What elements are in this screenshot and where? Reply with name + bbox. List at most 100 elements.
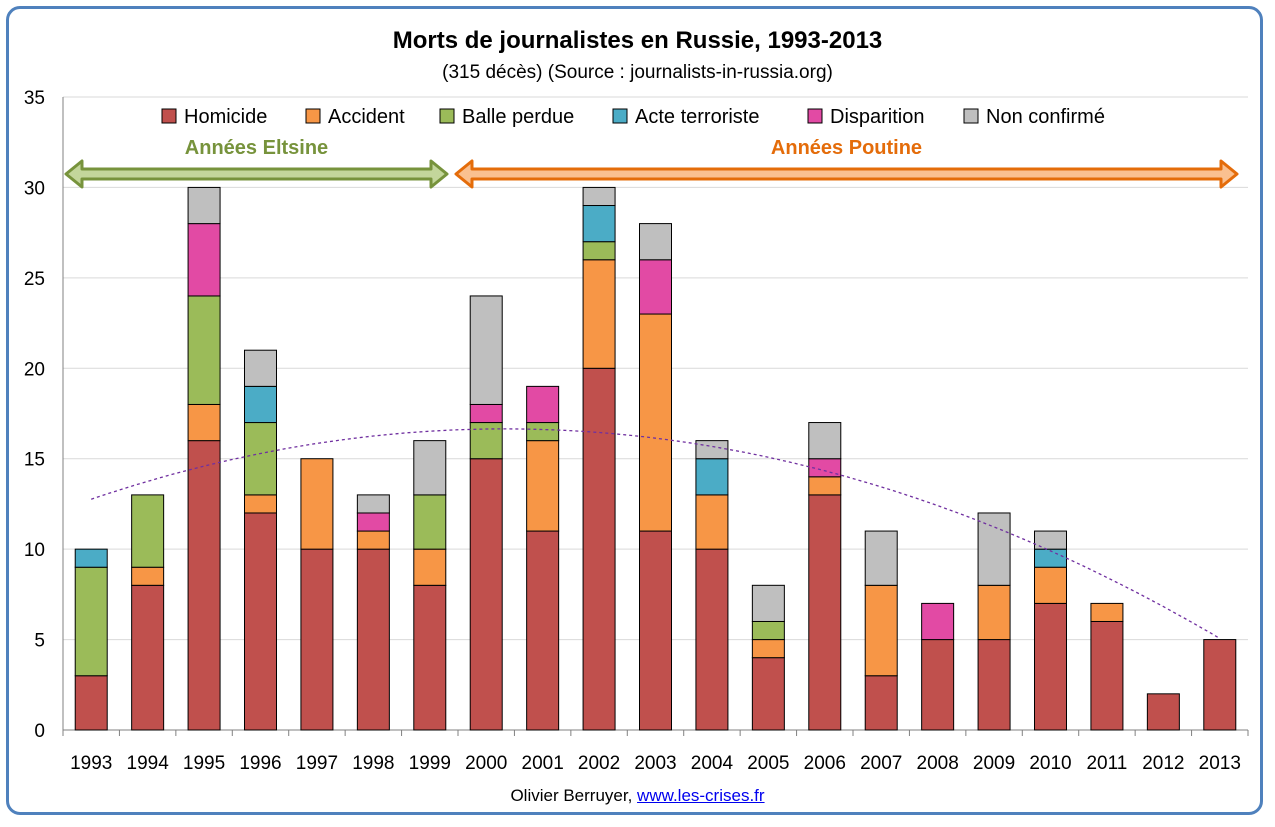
legend-label: Disparition bbox=[830, 106, 924, 128]
era-arrow bbox=[64, 159, 449, 189]
bar-non-confirmé bbox=[413, 440, 447, 496]
x-tick-label: 1993 bbox=[70, 753, 112, 774]
bar-accident bbox=[864, 584, 898, 677]
bar-homicide bbox=[1146, 693, 1180, 731]
trendline bbox=[90, 428, 1221, 639]
bar-non-confirmé bbox=[864, 530, 898, 586]
bar-non-confirmé bbox=[244, 349, 277, 387]
x-tick-label: 2003 bbox=[634, 753, 676, 774]
bar-accident bbox=[526, 440, 560, 532]
bar-homicide bbox=[1090, 620, 1124, 731]
bar-non-confirmé bbox=[695, 440, 729, 460]
y-tick-label: 20 bbox=[24, 359, 45, 380]
bar-non-confirmé bbox=[808, 422, 842, 460]
legend-label: Non confirmé bbox=[986, 106, 1105, 128]
x-tick-label: 1995 bbox=[183, 753, 225, 774]
bar-accident bbox=[1034, 566, 1067, 604]
bar-balle-perdue bbox=[74, 566, 108, 677]
bar-acte-terroriste bbox=[695, 458, 729, 496]
x-tick-label: 1996 bbox=[239, 753, 281, 774]
bar-balle-perdue bbox=[131, 494, 165, 568]
y-tick-label: 5 bbox=[34, 631, 45, 652]
bar-non-confirmé bbox=[469, 295, 503, 405]
bar-disparition bbox=[921, 602, 955, 641]
y-tick-label: 15 bbox=[24, 450, 45, 471]
bar-disparition bbox=[639, 259, 672, 315]
bar-homicide bbox=[1034, 602, 1067, 731]
bar-homicide bbox=[695, 548, 729, 731]
era-label: Années Poutine bbox=[771, 137, 922, 159]
x-tick-label: 1994 bbox=[127, 753, 170, 774]
legend-swatch bbox=[807, 108, 823, 124]
bar-acte-terroriste bbox=[582, 205, 616, 243]
bar-accident bbox=[244, 494, 277, 514]
bar-homicide bbox=[808, 494, 842, 731]
bar-disparition bbox=[469, 403, 503, 424]
legend-swatch bbox=[439, 108, 455, 124]
bar-balle-perdue bbox=[526, 422, 560, 442]
legend-label: Acte terroriste bbox=[635, 106, 759, 128]
bar-balle-perdue bbox=[187, 295, 221, 405]
chart-credit: Olivier Berruyer, www.les-crises.fr bbox=[0, 786, 1275, 806]
bar-balle-perdue bbox=[244, 422, 277, 496]
y-tick-label: 10 bbox=[24, 540, 45, 561]
bar-disparition bbox=[526, 385, 560, 424]
x-tick-label: 2008 bbox=[917, 753, 959, 774]
bar-non-confirmé bbox=[639, 223, 672, 261]
x-tick-label: 2004 bbox=[691, 753, 734, 774]
x-tick-label: 2009 bbox=[973, 753, 1015, 774]
bar-homicide bbox=[639, 530, 672, 731]
bar-homicide bbox=[244, 512, 277, 731]
bar-homicide bbox=[751, 657, 785, 731]
x-tick-label: 1997 bbox=[296, 753, 338, 774]
bar-non-confirmé bbox=[751, 584, 785, 622]
era-arrow bbox=[454, 159, 1239, 189]
x-tick-label: 1998 bbox=[352, 753, 394, 774]
bar-accident bbox=[977, 584, 1011, 641]
bar-disparition bbox=[187, 223, 221, 297]
x-tick-label: 2006 bbox=[804, 753, 846, 774]
y-tick-label: 35 bbox=[24, 88, 45, 109]
bar-accident bbox=[1090, 602, 1124, 622]
bar-balle-perdue bbox=[469, 422, 503, 460]
y-tick-label: 25 bbox=[24, 269, 45, 290]
bar-homicide bbox=[187, 440, 221, 731]
bar-accident bbox=[695, 494, 729, 550]
x-tick-label: 2005 bbox=[747, 753, 789, 774]
bar-accident bbox=[639, 313, 672, 532]
bar-balle-perdue bbox=[582, 241, 616, 261]
legend-label: Homicide bbox=[184, 106, 267, 128]
bar-non-confirmé bbox=[187, 186, 221, 225]
y-tick-label: 30 bbox=[24, 178, 45, 199]
bar-homicide bbox=[131, 584, 165, 731]
bar-non-confirmé bbox=[356, 494, 390, 514]
bar-acte-terroriste bbox=[244, 385, 277, 424]
bar-accident bbox=[187, 403, 221, 442]
x-tick-label: 2000 bbox=[465, 753, 507, 774]
chart-subtitle: (315 décès) (Source : journalists-in-rus… bbox=[442, 62, 833, 83]
y-tick-label: 0 bbox=[34, 721, 45, 742]
bar-accident bbox=[413, 548, 447, 586]
bar-balle-perdue bbox=[751, 620, 785, 641]
bar-disparition bbox=[356, 512, 390, 532]
legend-label: Balle perdue bbox=[462, 106, 574, 128]
bar-accident bbox=[356, 530, 390, 550]
bar-homicide bbox=[864, 675, 898, 731]
bar-accident bbox=[300, 458, 334, 550]
bar-non-confirmé bbox=[582, 186, 616, 207]
bar-homicide bbox=[921, 639, 955, 731]
x-tick-label: 2007 bbox=[860, 753, 902, 774]
bar-accident bbox=[751, 639, 785, 659]
x-tick-label: 2011 bbox=[1086, 753, 1127, 774]
bar-homicide bbox=[1203, 639, 1237, 731]
legend-swatch bbox=[612, 108, 628, 124]
x-tick-label: 2010 bbox=[1029, 753, 1071, 774]
bar-non-confirmé bbox=[977, 512, 1011, 586]
bar-accident bbox=[808, 476, 842, 496]
legend-label: Accident bbox=[328, 106, 405, 128]
x-tick-label: 2012 bbox=[1142, 753, 1184, 774]
bar-accident bbox=[131, 566, 165, 586]
bar-accident bbox=[582, 259, 616, 369]
credit-link[interactable]: www.les-crises.fr bbox=[637, 786, 765, 805]
